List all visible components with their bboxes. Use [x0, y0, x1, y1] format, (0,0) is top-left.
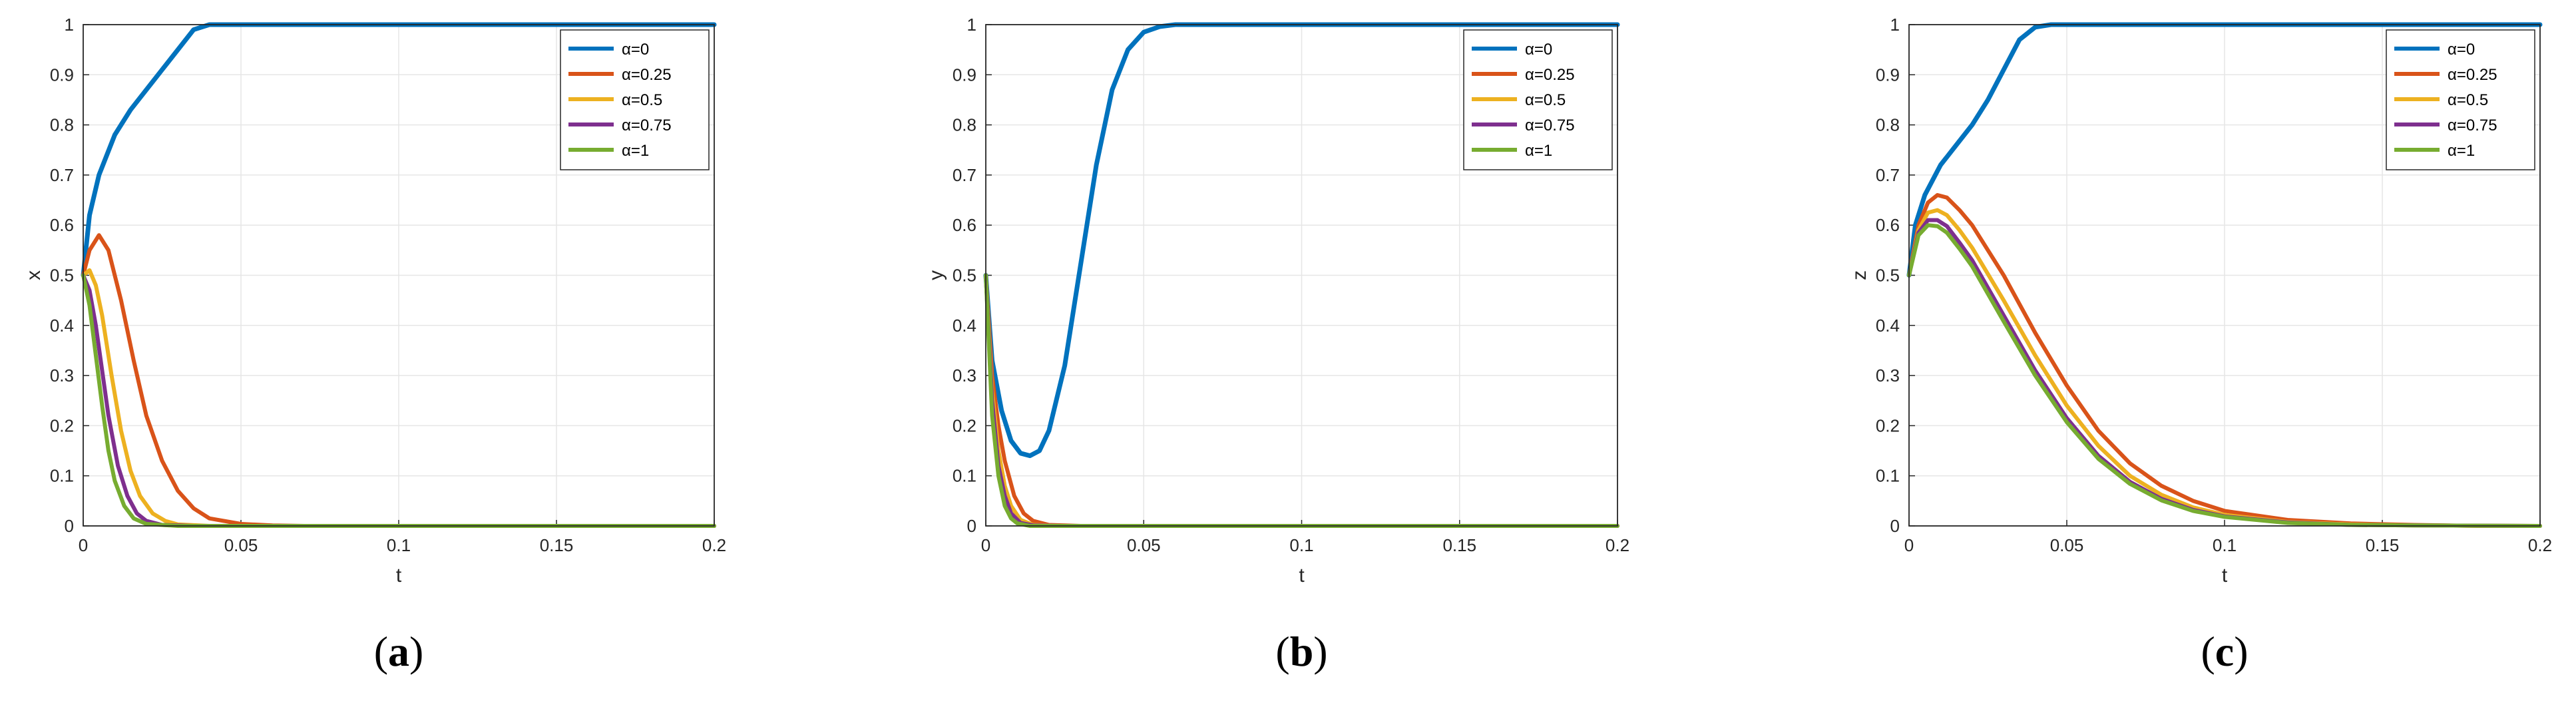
y-tick-label: 0.3	[1876, 365, 1900, 385]
legend-label-0: α=0	[2448, 41, 2475, 59]
legend-label-0: α=0	[1525, 41, 1552, 59]
x-tick-label: 0.1	[2213, 535, 2237, 555]
chart-panel-b: 0 0.05 0.1 0.15 0.2 0 0.1 0.2 0.3 0.4 0.5 0.6 0.7 0.8…	[925, 15, 1629, 675]
x-tick-label: 0.15	[1442, 535, 1476, 555]
x-tick-label: 0.15	[2366, 535, 2400, 555]
y-tick-label: 0.4	[1876, 316, 1900, 336]
x-axis-label: t	[1299, 565, 1305, 587]
legend-label-1: α=0.25	[2448, 66, 2497, 84]
y-tick-label: 0.4	[50, 316, 74, 336]
y-tick-label: 0.7	[1876, 165, 1900, 185]
axes-frame	[83, 24, 715, 527]
y-tick-label: 0.5	[953, 266, 976, 286]
y-tick-label: 1	[65, 15, 74, 35]
y-tick-label: 0.2	[50, 415, 74, 435]
series-line-4	[81, 273, 716, 528]
x-tick-label: 0.05	[2050, 535, 2084, 555]
x-tick-label: 0.1	[387, 535, 411, 555]
legend-label-3: α=0.75	[2448, 117, 2497, 134]
y-tick-label: 0	[65, 516, 74, 536]
legend-label-1: α=0.25	[622, 66, 672, 84]
panel-caption: (c)	[2201, 628, 2248, 675]
x-tick-label: 0.05	[224, 535, 258, 555]
legend: α=0 α=0.25 α=0.5 α=0.75 α=1	[2386, 29, 2535, 170]
panel-caption-letter: a	[388, 628, 409, 675]
y-tick-label: 0.5	[50, 266, 74, 286]
chart-panel-c: 0 0.05 0.1 0.15 0.2 0 0.1 0.2 0.3 0.4 0.5 0.6 0.7 0.8…	[1848, 15, 2552, 675]
series-line-0	[983, 22, 1620, 459]
panel-caption: (a)	[374, 628, 424, 675]
x-tick-label: 0.2	[2528, 535, 2552, 555]
y-tick-label: 0.4	[953, 316, 976, 336]
x-tick-label: 0	[79, 535, 88, 555]
y-tick-label: 1	[967, 15, 976, 35]
axes-frame	[985, 24, 1618, 527]
axes-frame	[1908, 24, 2541, 527]
y-tick-label: 0.6	[953, 215, 976, 235]
panel-caption: (b)	[1275, 628, 1327, 675]
legend-label-4: α=1	[1525, 142, 1552, 160]
legend-label-3: α=0.75	[622, 117, 672, 134]
y-tick-label: 1	[1890, 15, 1900, 35]
chart-panel-a: 0 0.05 0.1 0.15 0.2 0 0.1 0.2 0.3 0.4 0.5 0.6 0.7 0.8…	[23, 15, 726, 675]
x-tick-label: 0.2	[702, 535, 726, 555]
y-tick-label: 0	[967, 516, 976, 536]
y-axis-label: x	[23, 270, 45, 280]
x-tick-label: 0.05	[1127, 535, 1161, 555]
panel-caption-letter: b	[1290, 628, 1314, 675]
legend-label-4: α=1	[2448, 142, 2475, 160]
y-tick-label: 0.9	[50, 65, 74, 85]
legend-label-0: α=0	[622, 41, 649, 59]
legend-label-2: α=0.5	[622, 91, 662, 109]
y-tick-label: 0.1	[1876, 466, 1900, 486]
y-tick-label: 0.8	[50, 115, 74, 135]
y-tick-label: 0.2	[1876, 415, 1900, 435]
legend-label-1: α=0.25	[1525, 66, 1575, 84]
y-tick-label: 0.3	[50, 365, 74, 385]
y-tick-label: 0.6	[50, 215, 74, 235]
legend-label-2: α=0.5	[2448, 91, 2488, 109]
y-tick-label: 0.1	[50, 466, 74, 486]
y-tick-label: 0.8	[1876, 115, 1900, 135]
legend: α=0 α=0.25 α=0.5 α=0.75 α=1	[560, 29, 710, 170]
y-tick-label: 0.7	[50, 165, 74, 185]
y-axis-label: z	[1848, 270, 1870, 280]
x-axis-label: t	[2222, 565, 2228, 587]
y-tick-label: 0.7	[953, 165, 976, 185]
y-tick-label: 0.6	[1876, 215, 1900, 235]
x-tick-label: 0.2	[1606, 535, 1629, 555]
x-tick-label: 0.15	[540, 535, 574, 555]
y-tick-label: 0.3	[953, 365, 976, 385]
y-tick-label: 0.9	[953, 65, 976, 85]
legend: α=0 α=0.25 α=0.5 α=0.75 α=1	[1463, 29, 1613, 170]
legend-label-4: α=1	[622, 142, 649, 160]
y-tick-label: 0.2	[953, 415, 976, 435]
y-axis-label: y	[925, 270, 947, 280]
x-tick-label: 0	[1904, 535, 1914, 555]
x-tick-label: 0	[981, 535, 990, 555]
y-tick-label: 0.9	[1876, 65, 1900, 85]
y-tick-label: 0.8	[953, 115, 976, 135]
x-tick-label: 0.1	[1289, 535, 1313, 555]
x-axis-label: t	[396, 565, 402, 587]
series-line-4	[1907, 223, 2542, 528]
y-tick-label: 0.1	[953, 466, 976, 486]
legend-label-3: α=0.75	[1525, 117, 1575, 134]
legend-label-2: α=0.5	[1525, 91, 1566, 109]
panel-caption-letter: c	[2215, 628, 2234, 675]
y-tick-label: 0.5	[1876, 266, 1900, 286]
y-tick-label: 0	[1890, 516, 1900, 536]
